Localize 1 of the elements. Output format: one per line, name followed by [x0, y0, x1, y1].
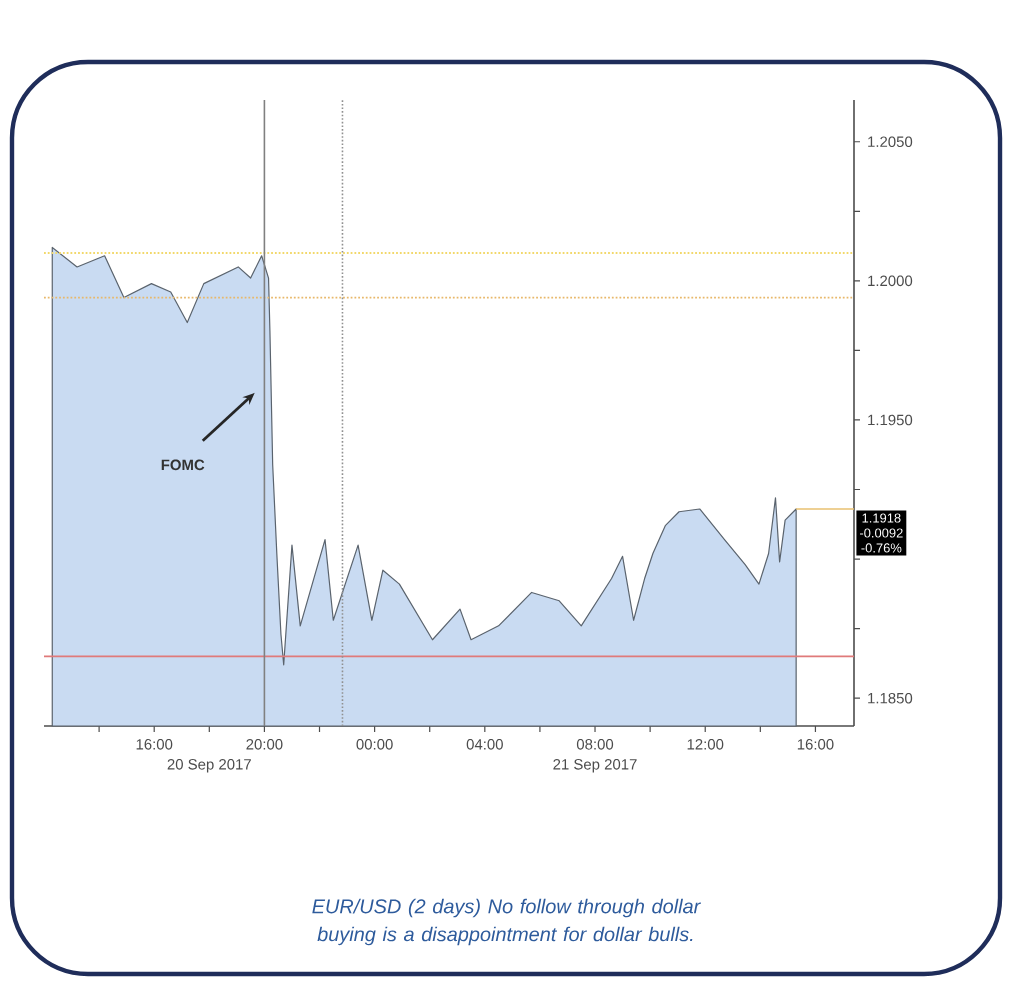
text: EUR/USD (2 days) No follow through dollar buying is a disappointment for dollar bulls. [312, 898, 701, 946]
